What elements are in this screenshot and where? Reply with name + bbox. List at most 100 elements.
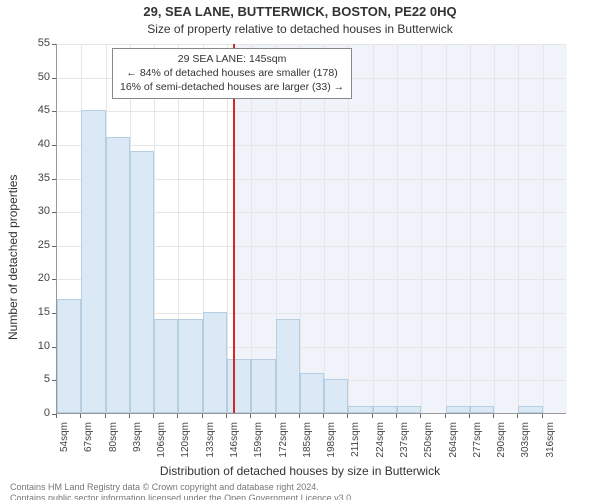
gridline-v — [227, 44, 228, 413]
ytick-mark — [52, 313, 56, 314]
xtick-mark — [517, 414, 518, 418]
xtick-label: 224sqm — [375, 422, 386, 462]
gridline-v — [421, 44, 422, 413]
xtick-mark — [372, 414, 373, 418]
histogram-bar — [324, 379, 348, 413]
xtick-mark — [420, 414, 421, 418]
annotation-line-2: ← 84% of detached houses are smaller (17… — [120, 66, 344, 80]
ytick-mark — [52, 347, 56, 348]
xtick-mark — [299, 414, 300, 418]
xtick-label: 133sqm — [205, 422, 216, 462]
xtick-label: 211sqm — [350, 422, 361, 462]
histogram-bar — [518, 406, 542, 413]
gridline-v — [494, 44, 495, 413]
xtick-mark — [396, 414, 397, 418]
ytick-label: 5 — [22, 373, 50, 385]
histogram-bar — [276, 319, 300, 413]
xtick-mark — [469, 414, 470, 418]
y-axis-label: Number of detached properties — [6, 175, 20, 340]
xtick-mark — [153, 414, 154, 418]
ytick-label: 0 — [22, 407, 50, 419]
ytick-label: 50 — [22, 71, 50, 83]
xtick-label: 93sqm — [132, 422, 143, 462]
gridline-v — [470, 44, 471, 413]
marker-line — [233, 44, 235, 413]
xtick-mark — [347, 414, 348, 418]
xtick-mark — [56, 414, 57, 418]
ytick-label: 30 — [22, 205, 50, 217]
xtick-label: 237sqm — [399, 422, 410, 462]
xtick-mark — [80, 414, 81, 418]
xtick-mark — [202, 414, 203, 418]
ytick-mark — [52, 111, 56, 112]
gridline-v — [397, 44, 398, 413]
histogram-bar — [446, 406, 470, 413]
ytick-label: 20 — [22, 272, 50, 284]
page-title: 29, SEA LANE, BUTTERWICK, BOSTON, PE22 0… — [0, 4, 600, 19]
histogram-bar — [300, 373, 324, 413]
xtick-label: 303sqm — [520, 422, 531, 462]
histogram-bar — [251, 359, 275, 413]
xtick-mark — [250, 414, 251, 418]
histogram-bar — [397, 406, 421, 413]
xtick-label: 185sqm — [302, 422, 313, 462]
xtick-label: 172sqm — [278, 422, 289, 462]
ytick-label: 15 — [22, 306, 50, 318]
histogram-bar — [81, 110, 105, 413]
xtick-mark — [323, 414, 324, 418]
ytick-label: 35 — [22, 172, 50, 184]
ytick-mark — [52, 212, 56, 213]
gridline-h — [57, 145, 566, 146]
chart-subtitle: Size of property relative to detached ho… — [0, 22, 600, 36]
ytick-mark — [52, 179, 56, 180]
ytick-label: 25 — [22, 239, 50, 251]
xtick-label: 106sqm — [156, 422, 167, 462]
annotation-box: 29 SEA LANE: 145sqm ← 84% of detached ho… — [112, 48, 352, 99]
histogram-bar — [373, 406, 397, 413]
xtick-mark — [445, 414, 446, 418]
gridline-v — [446, 44, 447, 413]
xtick-mark — [105, 414, 106, 418]
xtick-label: 250sqm — [423, 422, 434, 462]
xtick-label: 316sqm — [545, 422, 556, 462]
ytick-mark — [52, 279, 56, 280]
gridline-v — [543, 44, 544, 413]
annotation-line-3: 16% of semi-detached houses are larger (… — [120, 80, 344, 94]
ytick-mark — [52, 44, 56, 45]
ytick-mark — [52, 246, 56, 247]
xtick-label: 54sqm — [59, 422, 70, 462]
footer-line-2: Contains public sector information licen… — [10, 493, 600, 500]
gridline-v — [324, 44, 325, 413]
gridline-h — [57, 111, 566, 112]
gridline-v — [300, 44, 301, 413]
ytick-mark — [52, 145, 56, 146]
plot-area: 29 SEA LANE: 145sqm ← 84% of detached ho… — [56, 44, 566, 414]
ytick-mark — [52, 380, 56, 381]
xtick-mark — [129, 414, 130, 418]
ytick-label: 45 — [22, 104, 50, 116]
ytick-label: 10 — [22, 340, 50, 352]
gridline-v — [373, 44, 374, 413]
x-axis-label: Distribution of detached houses by size … — [0, 464, 600, 478]
xtick-mark — [493, 414, 494, 418]
histogram-bar — [203, 312, 227, 413]
xtick-mark — [226, 414, 227, 418]
ytick-label: 40 — [22, 138, 50, 150]
gridline-v — [251, 44, 252, 413]
xtick-mark — [275, 414, 276, 418]
xtick-label: 80sqm — [108, 422, 119, 462]
attribution-footer: Contains HM Land Registry data © Crown c… — [0, 482, 600, 500]
xtick-label: 290sqm — [496, 422, 507, 462]
histogram-bar — [348, 406, 372, 413]
histogram-bar — [130, 151, 154, 413]
gridline-v — [348, 44, 349, 413]
chart-frame: 29, SEA LANE, BUTTERWICK, BOSTON, PE22 0… — [0, 0, 600, 500]
ytick-label: 55 — [22, 37, 50, 49]
xtick-label: 264sqm — [448, 422, 459, 462]
xtick-label: 277sqm — [472, 422, 483, 462]
histogram-bar — [154, 319, 178, 413]
footer-line-1: Contains HM Land Registry data © Crown c… — [10, 482, 600, 493]
xtick-label: 198sqm — [326, 422, 337, 462]
xtick-label: 67sqm — [83, 422, 94, 462]
histogram-bar — [178, 319, 202, 413]
